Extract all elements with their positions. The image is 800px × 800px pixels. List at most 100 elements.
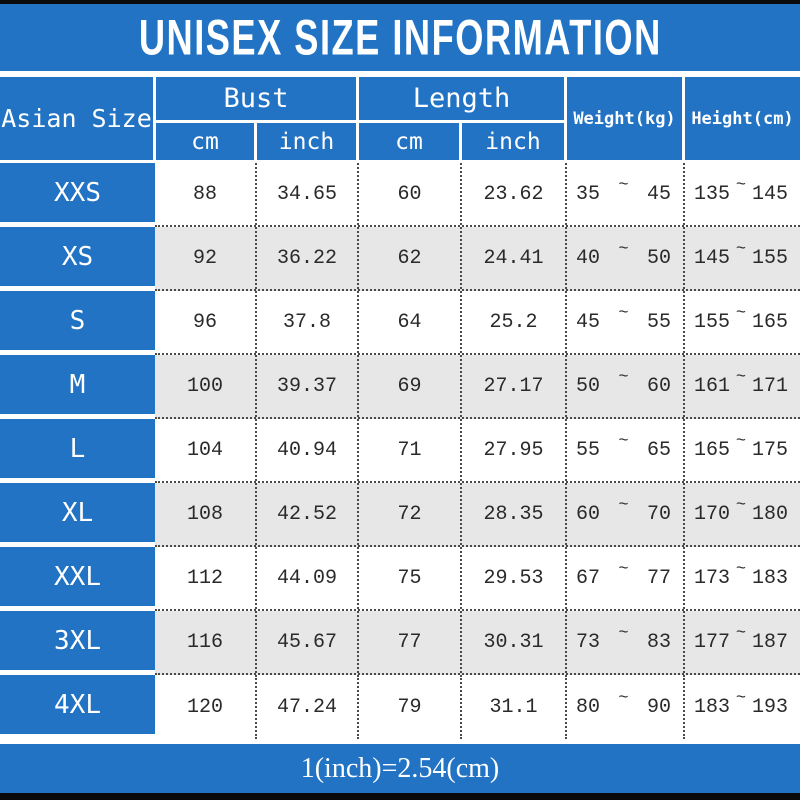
height-max: 155	[751, 246, 788, 270]
size-label-cell: XXS	[0, 163, 155, 227]
length-inch-value: 27.17	[460, 355, 565, 417]
size-label-cell: 3XL	[0, 611, 155, 675]
tilde-separator: ~	[618, 303, 629, 323]
weight-min: 80	[576, 695, 601, 719]
bust-inch-value: 36.22	[255, 227, 357, 289]
tilde-separator: ~	[618, 367, 629, 387]
height-range: 177 ~ 187	[683, 611, 800, 673]
bust-cm-value: 120	[186, 695, 223, 719]
weight-range: 35 ~ 45	[565, 163, 683, 225]
bust-cm-value: 100	[186, 374, 223, 398]
height-range: 173 ~ 183	[683, 547, 800, 609]
title-banner: UNISEX SIZE INFORMATION	[0, 4, 800, 71]
tilde-separator: ~	[735, 431, 747, 451]
length-cm-value: 75	[357, 547, 460, 609]
height-range: 161 ~ 171	[683, 355, 800, 417]
column-group-bust: Bust	[156, 77, 356, 120]
tilde-separator: ~	[618, 431, 629, 451]
bust-inch-value: 47.24	[255, 675, 357, 739]
size-label-cell: XS	[0, 227, 155, 291]
weight-max: 90	[646, 695, 671, 719]
height-max: 171	[751, 374, 788, 398]
length-cm-value: 72	[357, 483, 460, 545]
size-label: XXL	[54, 561, 101, 592]
weight-range: 40 ~ 50	[565, 227, 683, 289]
size-label-cell: M	[0, 355, 155, 419]
height-min: 135	[694, 182, 731, 206]
tilde-separator: ~	[618, 495, 629, 515]
height-max: 175	[751, 438, 788, 462]
bust-inch-value: 39.37	[255, 355, 357, 417]
tilde-separator: ~	[618, 239, 629, 259]
bust-inch-value: 44.09	[255, 547, 357, 609]
bust-inch-value: 45.67	[255, 611, 357, 673]
size-label-cell: S	[0, 291, 155, 355]
column-header-weight: Weight(kg)	[567, 77, 682, 160]
height-min: 183	[694, 695, 731, 719]
length-inch-value: 30.31	[460, 611, 565, 673]
tilde-separator: ~	[618, 175, 629, 195]
weight-range: 60 ~ 70	[565, 483, 683, 545]
column-header-asian-size: Asian Size	[0, 77, 153, 160]
weight-min: 73	[576, 630, 601, 654]
size-label: XS	[61, 241, 94, 272]
table-row: XXS 88 34.65 60 23.62 35 ~ 45 135 ~ 145	[0, 163, 800, 227]
size-label-cell: 4XL	[0, 675, 155, 739]
bust-cm-value: 116	[186, 630, 223, 654]
weight-min: 35	[576, 182, 601, 206]
bust-inch-value: 37.8	[255, 291, 357, 353]
table-row: XS 92 36.22 62 24.41 40 ~ 50 145 ~ 155	[0, 227, 800, 291]
height-range: 135 ~ 145	[683, 163, 800, 225]
row-data-cells: 96 37.8 64 25.2 45 ~ 55 155 ~ 165	[155, 291, 800, 355]
bust-cm-value: 112	[186, 566, 223, 590]
length-cm-value: 62	[357, 227, 460, 289]
top-border-bar	[0, 0, 800, 4]
tilde-separator: ~	[735, 688, 747, 708]
height-range: 170 ~ 180	[683, 483, 800, 545]
height-min: 177	[694, 630, 731, 654]
length-inch-value: 28.35	[460, 483, 565, 545]
tilde-separator: ~	[735, 367, 747, 387]
subheader-bust-inch: inch	[257, 123, 356, 160]
row-data-cells: 88 34.65 60 23.62 35 ~ 45 135 ~ 145	[155, 163, 800, 227]
bust-cm-value: 88	[192, 182, 217, 206]
height-max: 145	[751, 182, 788, 206]
length-inch-value: 25.2	[460, 291, 565, 353]
tilde-separator: ~	[735, 623, 747, 643]
length-cm-value: 60	[357, 163, 460, 225]
length-inch-value: 29.53	[460, 547, 565, 609]
weight-min: 55	[576, 438, 601, 462]
column-header-height: Height(cm)	[685, 77, 800, 160]
size-label: M	[69, 369, 86, 400]
weight-range: 67 ~ 77	[565, 547, 683, 609]
weight-range: 55 ~ 65	[565, 419, 683, 481]
size-label-cell: XL	[0, 483, 155, 547]
page-title: UNISEX SIZE INFORMATION	[138, 9, 662, 66]
row-data-cells: 104 40.94 71 27.95 55 ~ 65 165 ~ 175	[155, 419, 800, 483]
height-range: 145 ~ 155	[683, 227, 800, 289]
table-row: 4XL 120 47.24 79 31.1 80 ~ 90 183 ~ 193	[0, 675, 800, 739]
bust-inch-value: 42.52	[255, 483, 357, 545]
table-body: XXS 88 34.65 60 23.62 35 ~ 45 135 ~ 145	[0, 163, 800, 739]
subheader-bust-cm: cm	[156, 123, 254, 160]
weight-range: 73 ~ 83	[565, 611, 683, 673]
height-range: 165 ~ 175	[683, 419, 800, 481]
weight-max: 45	[646, 182, 671, 206]
length-cm-value: 69	[357, 355, 460, 417]
tilde-separator: ~	[618, 688, 629, 708]
size-label-cell: L	[0, 419, 155, 483]
table-row: M 100 39.37 69 27.17 50 ~ 60 161 ~ 171	[0, 355, 800, 419]
length-cm-value: 71	[357, 419, 460, 481]
weight-range: 50 ~ 60	[565, 355, 683, 417]
weight-max: 77	[646, 566, 671, 590]
row-data-cells: 116 45.67 77 30.31 73 ~ 83 177 ~ 187	[155, 611, 800, 675]
subheader-length-cm: cm	[359, 123, 459, 160]
row-data-cells: 108 42.52 72 28.35 60 ~ 70 170 ~ 180	[155, 483, 800, 547]
weight-max: 65	[646, 438, 671, 462]
row-data-cells: 112 44.09 75 29.53 67 ~ 77 173 ~ 183	[155, 547, 800, 611]
weight-min: 45	[576, 310, 601, 334]
bust-cm-value: 108	[186, 502, 223, 526]
bust-cm-value: 96	[192, 310, 217, 334]
length-inch-value: 31.1	[460, 675, 565, 739]
